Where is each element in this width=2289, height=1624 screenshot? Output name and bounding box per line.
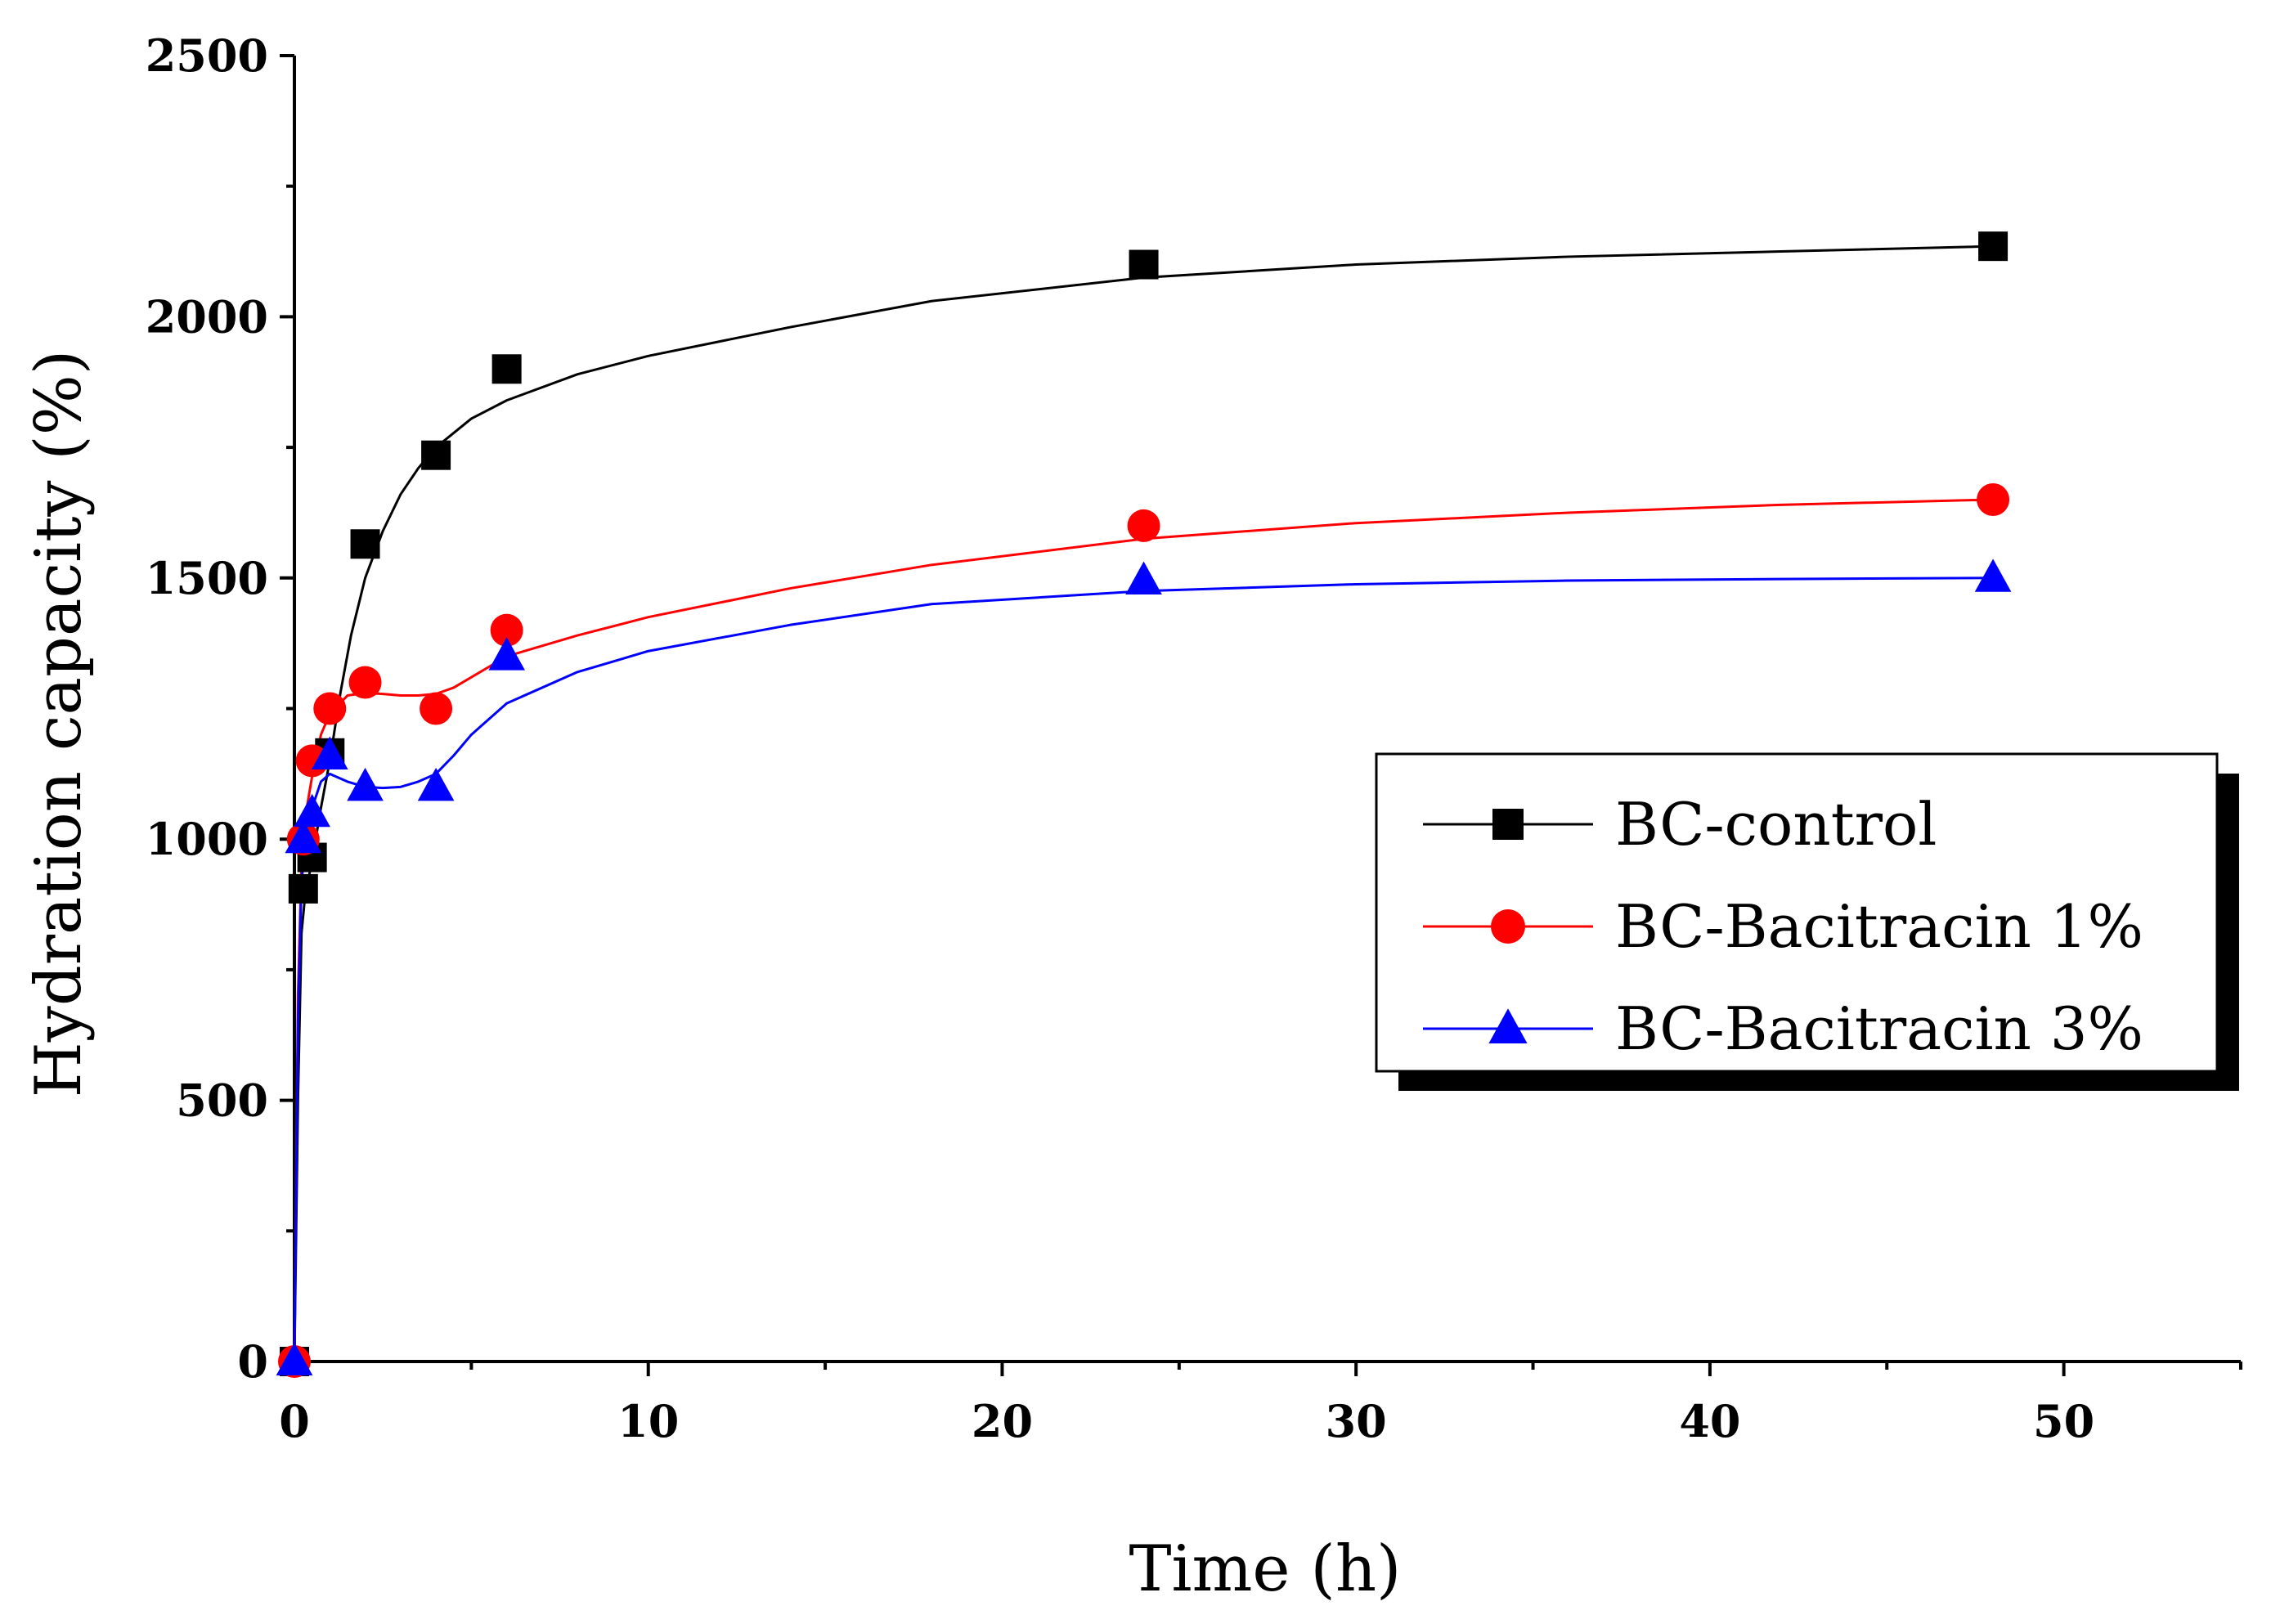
data-point-bc-bacitracin-1 — [1977, 482, 2010, 516]
x-tick-label: 30 — [1326, 1395, 1387, 1447]
data-point-bc-control — [421, 440, 451, 470]
legend-label-bc-bacitracin-3: BC-Bacitracin 3% — [1615, 994, 2143, 1063]
y-axis-title: Hydration capacity (%) — [22, 350, 96, 1098]
x-axis-title: Time (h) — [1129, 1532, 1402, 1606]
data-point-bc-bacitracin-1 — [313, 692, 347, 725]
data-point-bc-control — [491, 354, 522, 384]
legend-marker-bc-bacitracin-1 — [1491, 909, 1525, 944]
data-point-bc-bacitracin-3 — [311, 736, 348, 770]
data-point-bc-bacitracin-3 — [276, 1342, 313, 1376]
legend-label-bc-bacitracin-1: BC-Bacitracin 1% — [1615, 892, 2143, 961]
y-tick-label: 2500 — [146, 29, 268, 82]
axes — [280, 54, 2242, 1376]
x-tick-label: 0 — [279, 1395, 310, 1447]
data-point-bc-bacitracin-1 — [420, 692, 453, 725]
data-point-bc-bacitracin-3 — [1974, 559, 2012, 592]
data-point-bc-control — [1129, 249, 1159, 280]
y-tick-label: 500 — [176, 1074, 268, 1127]
y-tick-label: 0 — [237, 1335, 268, 1388]
x-tick-label: 40 — [1679, 1395, 1740, 1447]
data-point-bc-bacitracin-3 — [285, 819, 322, 854]
data-point-bc-bacitracin-3 — [294, 793, 330, 828]
y-tick-label: 1500 — [146, 552, 268, 604]
legend: BC-control BC-Bacitracin 1% BC-Bacitracin … — [1375, 752, 2239, 1091]
data-point-bc-bacitracin-1 — [348, 666, 382, 699]
data-markers — [276, 231, 2012, 1378]
legend-label-bc-control: BC-control — [1615, 790, 1937, 859]
data-point-bc-control — [350, 529, 380, 559]
data-point-bc-bacitracin-1 — [1127, 509, 1160, 542]
y-tick-label: 2000 — [146, 290, 268, 343]
x-tick-label: 10 — [617, 1395, 679, 1447]
x-tick-label: 20 — [972, 1395, 1033, 1447]
data-point-bc-control — [288, 873, 318, 904]
data-point-bc-bacitracin-1 — [490, 613, 523, 647]
legend-marker-bc-bacitracin-3 — [1488, 1008, 1528, 1043]
data-point-bc-bacitracin-3 — [488, 637, 525, 671]
data-point-bc-bacitracin-3 — [417, 767, 455, 801]
data-point-bc-bacitracin-3 — [1125, 561, 1162, 595]
data-point-bc-bacitracin-3 — [347, 767, 384, 801]
data-point-bc-control — [1978, 231, 2008, 262]
y-tick-label: 1000 — [146, 813, 268, 865]
x-tick-label: 50 — [2033, 1395, 2094, 1447]
legend-marker-bc-control — [1492, 809, 1524, 840]
